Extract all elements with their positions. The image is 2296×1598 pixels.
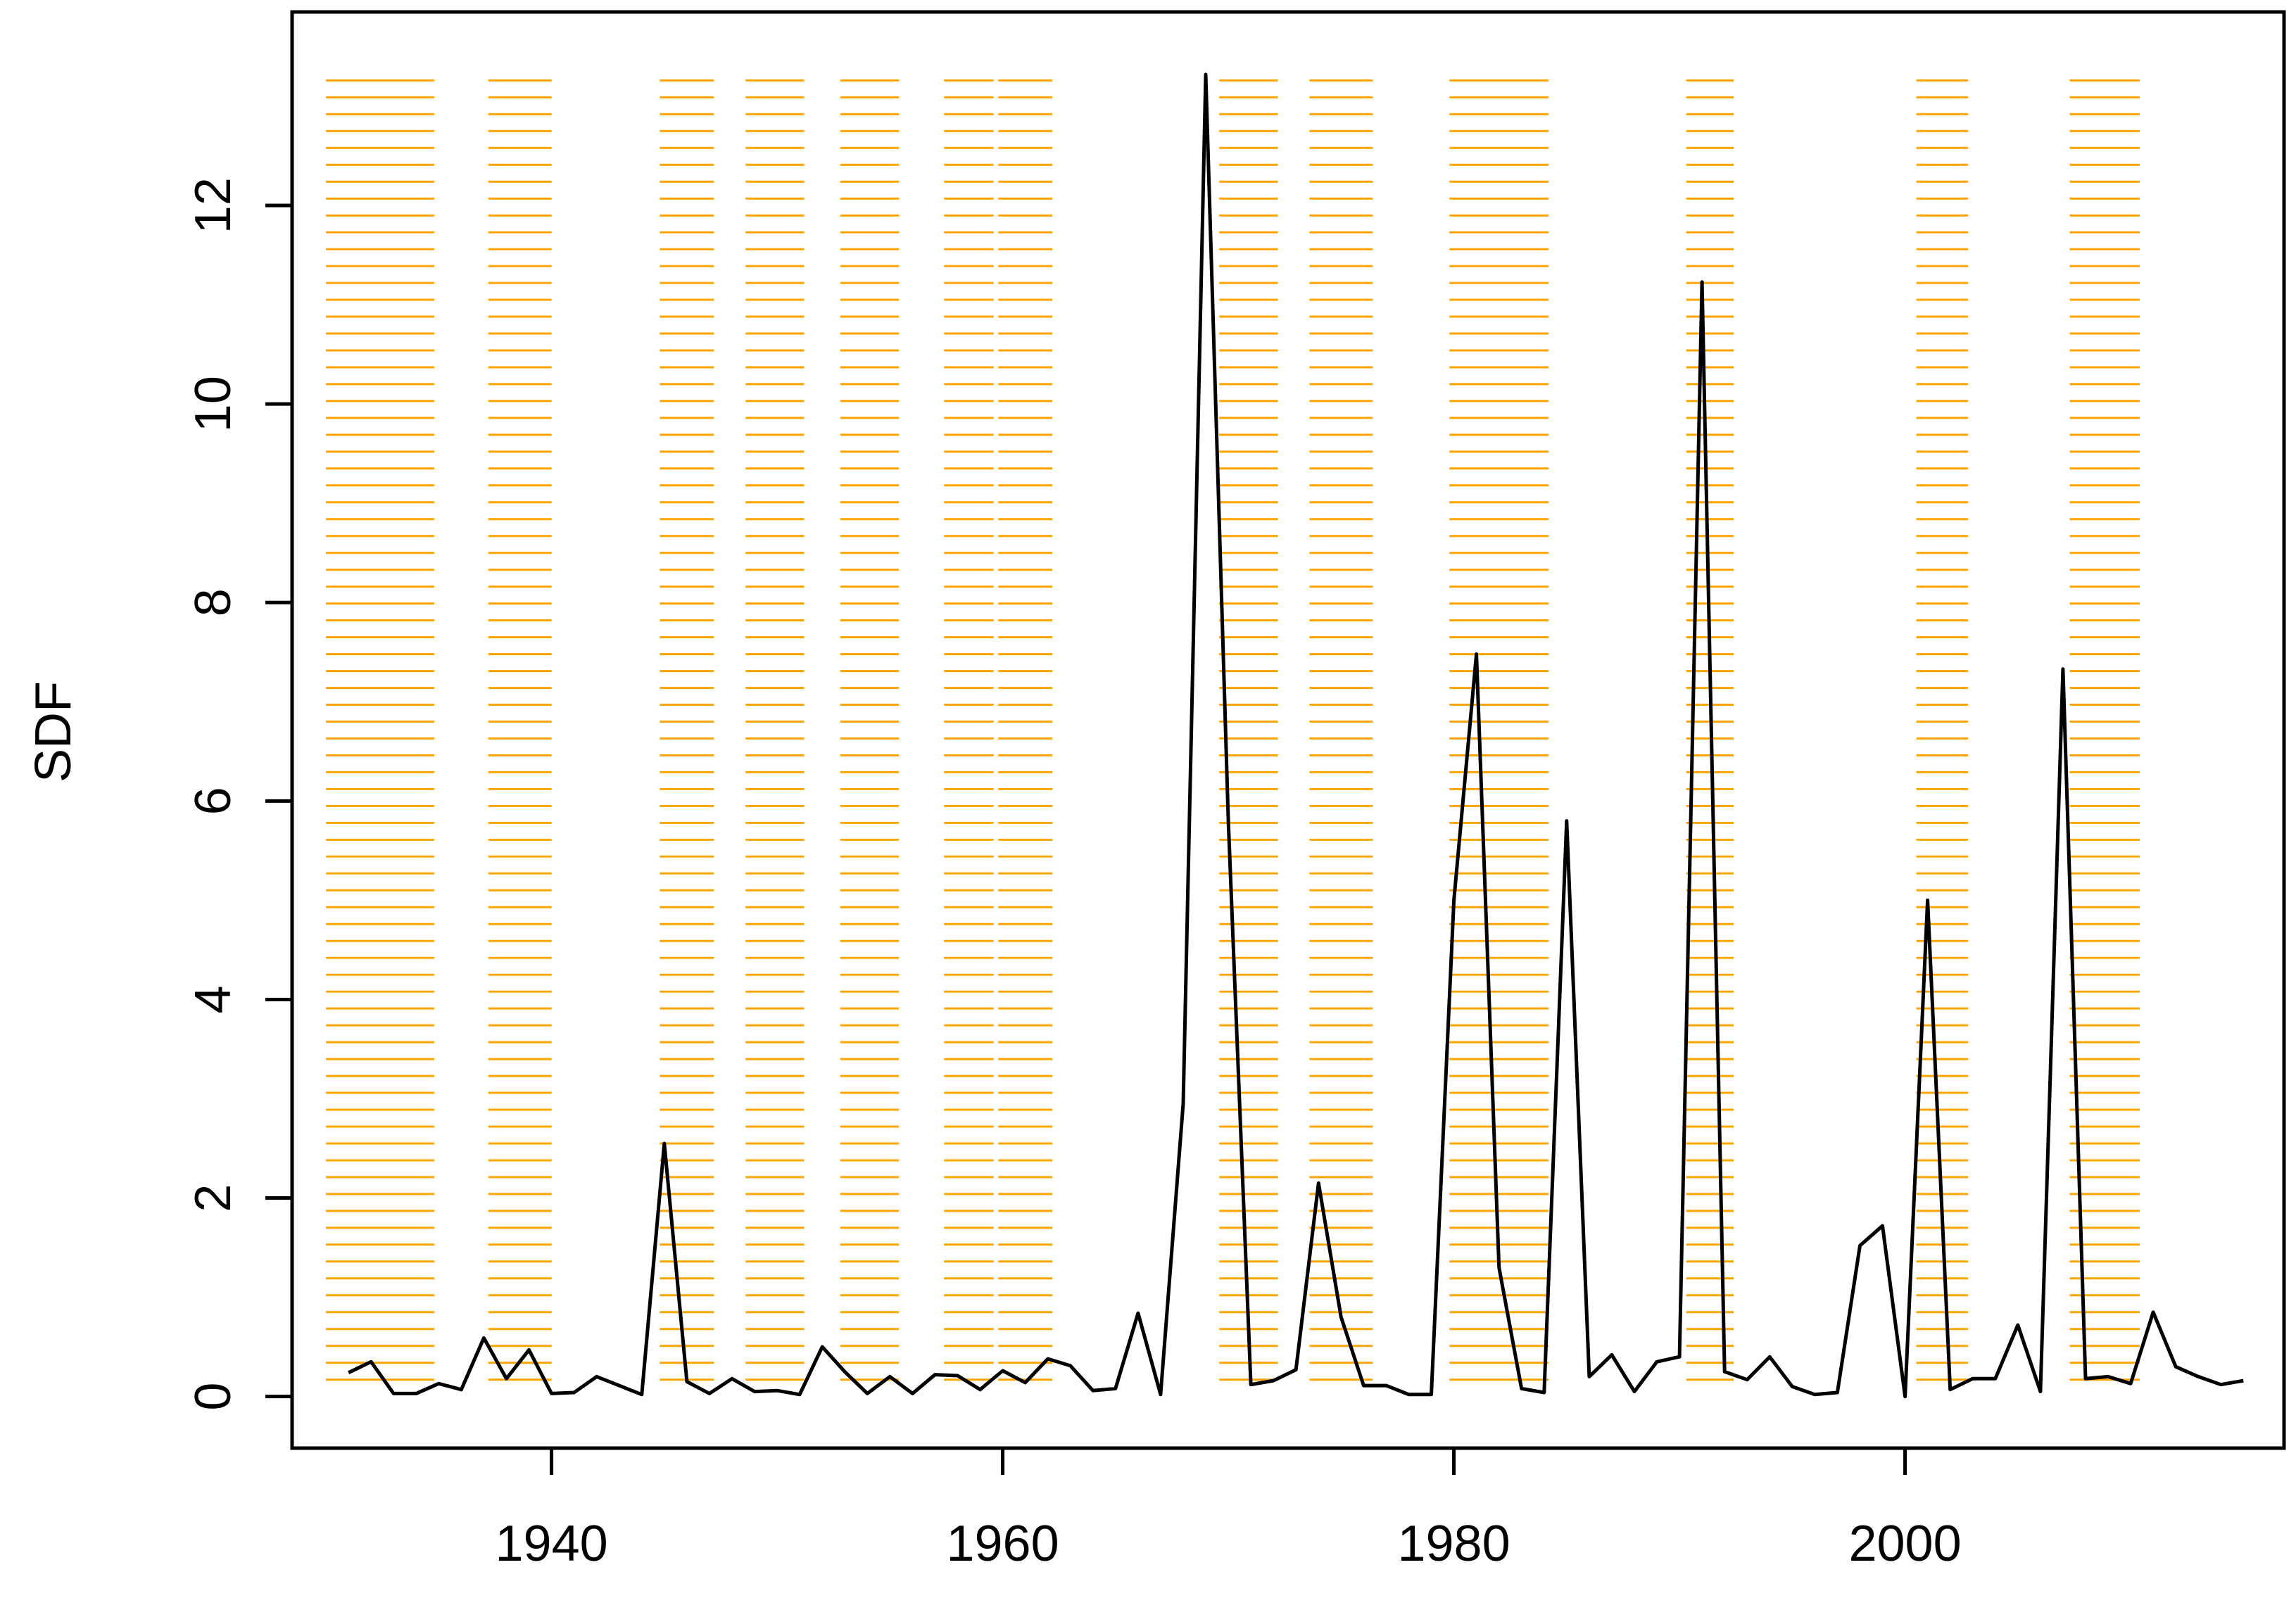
axes-layer: 1940 1960 1980 2000 0 2 4 6 8 10 12: [185, 10, 2286, 1572]
band-3: [745, 79, 805, 1381]
band-12: [2069, 79, 2140, 1381]
y-tick-label: 12: [185, 177, 241, 234]
band-lines: [745, 79, 805, 1381]
band-layer: [326, 79, 2140, 1381]
band-lines: [326, 79, 434, 1381]
band-lines: [1219, 79, 1278, 1381]
band-8: [1309, 79, 1373, 1381]
band-6: [998, 79, 1053, 1381]
y-tick-label: 4: [185, 985, 241, 1013]
band-0: [326, 79, 434, 1381]
x-tick-label: 1960: [946, 1516, 1059, 1572]
y-tick-label: 10: [185, 376, 241, 432]
x-axis: 1940 1960 1980 2000: [495, 1448, 1962, 1572]
series-line-0: [348, 72, 2244, 1399]
band-lines: [488, 79, 552, 1381]
x-tick-label: 1980: [1397, 1516, 1510, 1572]
y-axis-label: SDF: [25, 681, 82, 782]
band-7: [1219, 79, 1278, 1381]
plot-frame: [290, 10, 2286, 1450]
band-5: [944, 79, 994, 1381]
y-tick-label: 6: [185, 787, 241, 815]
band-lines: [998, 79, 1053, 1381]
y-tick-label: 2: [185, 1184, 241, 1212]
band-lines: [2069, 79, 2140, 1381]
band-4: [840, 79, 900, 1381]
band-lines: [944, 79, 994, 1381]
y-axis: 0 2 4 6 8 10 12: [185, 177, 292, 1411]
band-lines: [840, 79, 900, 1381]
y-tick-label: 0: [185, 1383, 241, 1411]
series-layer: [348, 72, 2244, 1399]
x-tick-label: 1940: [495, 1516, 607, 1572]
band-lines: [1309, 79, 1373, 1381]
x-tick-label: 2000: [1848, 1516, 1961, 1572]
band-1: [488, 79, 552, 1381]
y-tick-label: 8: [185, 588, 241, 616]
